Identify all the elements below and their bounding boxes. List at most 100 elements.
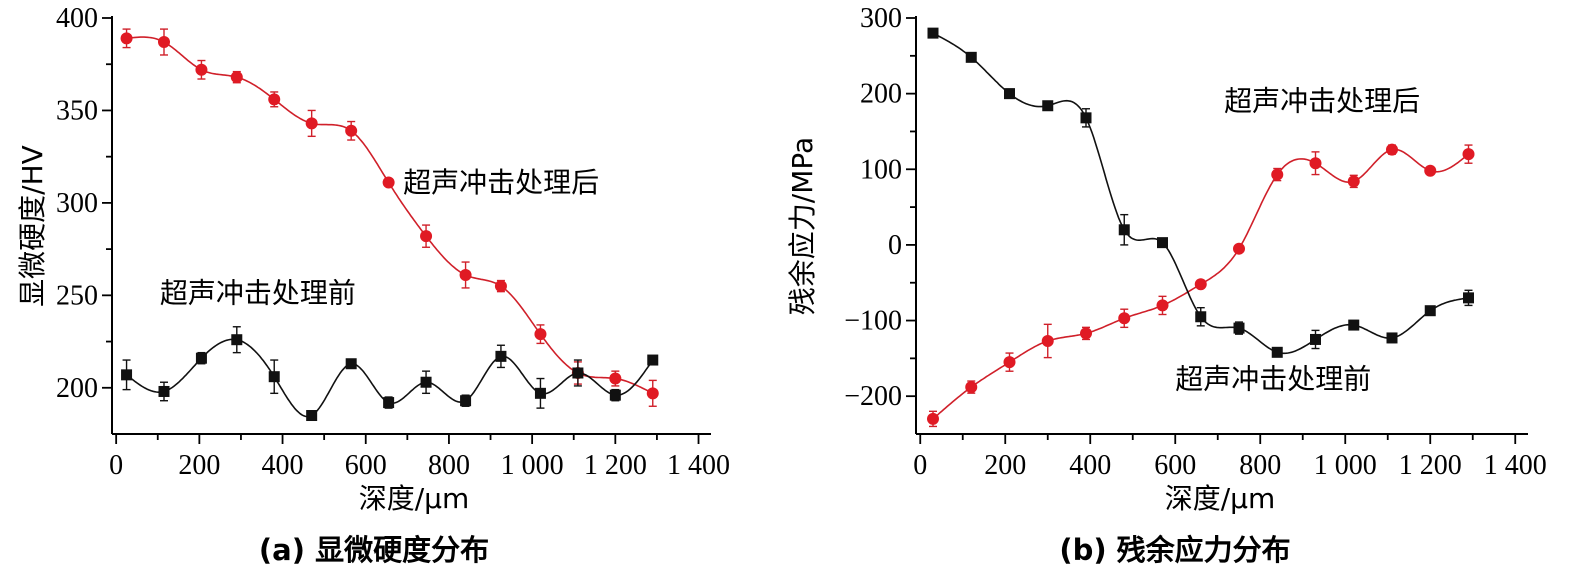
data-point (646, 387, 659, 400)
data-point (1386, 332, 1398, 344)
y-tick-label: 200 (56, 373, 98, 404)
x-tick-label: 1 000 (1314, 450, 1377, 481)
x-tick-label: 400 (1069, 450, 1111, 481)
series-annotation: 超声冲击处理前 (160, 277, 356, 310)
data-point (1386, 143, 1398, 156)
data-point (1194, 278, 1207, 291)
y-tick-label: −100 (844, 306, 902, 337)
data-point (647, 354, 659, 366)
data-point (927, 412, 939, 425)
data-point (345, 358, 357, 370)
y-axis-title: 显微硬度/HV (16, 145, 49, 307)
data-point (1348, 319, 1360, 331)
data-point (230, 71, 243, 84)
data-point (420, 376, 432, 388)
data-point (1118, 312, 1131, 325)
data-point (1156, 299, 1169, 312)
data-point (534, 328, 547, 341)
data-point (305, 117, 318, 130)
data-point (158, 385, 170, 397)
series-annotation: 超声冲击处理后 (403, 166, 599, 199)
data-point (534, 387, 546, 399)
data-point (382, 176, 395, 189)
data-point (1003, 356, 1016, 369)
data-point (572, 367, 584, 379)
data-point (1310, 333, 1321, 345)
x-tick-label: 1 400 (1484, 450, 1547, 481)
data-point (306, 410, 318, 422)
data-point (268, 93, 281, 106)
x-tick-label: 0 (109, 450, 123, 481)
data-point (459, 268, 472, 281)
series-after-treatment (927, 143, 1475, 428)
x-axis-title: 深度/μm (359, 482, 470, 515)
data-point (1462, 148, 1475, 161)
panel-caption: (a) 显微硬度分布 (259, 533, 489, 567)
data-point (195, 63, 208, 76)
data-point (383, 397, 395, 409)
data-point (121, 369, 133, 381)
series-annotation: 超声冲击处理后 (1224, 84, 1420, 117)
data-point (345, 124, 358, 137)
y-tick-label: 400 (56, 3, 98, 34)
x-tick-label: 400 (262, 450, 304, 481)
chart-panel-a: 0 200 400 600 800 1 000 1 200 1 400 200 250 300 350… (16, 3, 730, 567)
data-point (1424, 164, 1437, 177)
x-tick-label: 200 (984, 450, 1026, 481)
data-point (609, 372, 622, 385)
y-tick-label: 250 (56, 280, 98, 311)
x-tick-label: 800 (428, 450, 470, 481)
y-tick-label: 0 (888, 230, 902, 261)
data-point (1004, 88, 1015, 100)
data-point (1463, 292, 1474, 304)
x-tick-label: 200 (178, 450, 220, 481)
y-tick-label: 300 (860, 3, 902, 34)
y-axis-title: 残余应力/MPa (786, 137, 819, 315)
x-tick-label: 1 200 (584, 450, 647, 481)
data-point (1271, 168, 1284, 181)
data-point (460, 395, 472, 407)
x-tick-label: 800 (1239, 450, 1281, 481)
x-tick-label: 1 000 (501, 450, 564, 481)
data-point (1233, 242, 1245, 255)
x-tick-label: 600 (345, 450, 387, 481)
data-point (965, 51, 977, 63)
data-point (1347, 175, 1360, 188)
y-tick-label: 300 (56, 188, 98, 219)
x-tick-label: 1 200 (1399, 450, 1462, 481)
data-point (1118, 224, 1130, 236)
y-tick-label: 350 (56, 95, 98, 126)
data-point (927, 27, 939, 39)
y-tick-label: −200 (844, 381, 902, 412)
series-curve (932, 32, 1469, 355)
x-tick-label: 1 400 (667, 450, 730, 481)
data-point (1309, 157, 1322, 170)
data-point (195, 352, 207, 364)
data-point (495, 350, 507, 362)
data-point (1080, 112, 1092, 124)
data-point (231, 334, 243, 346)
panel-caption: (b) 残余应力分布 (1059, 533, 1290, 567)
data-point (1195, 311, 1207, 323)
chart-panel-b: 0 200 400 600 800 1 000 1 200 1 400−200−1000100… (786, 3, 1547, 567)
data-point (1080, 327, 1092, 340)
data-point (120, 32, 133, 45)
data-point (1271, 346, 1283, 358)
series-curve (126, 36, 654, 395)
x-axis-title: 深度/μm (1165, 482, 1276, 515)
series-annotation: 超声冲击处理前 (1175, 363, 1371, 396)
data-point (157, 36, 170, 49)
x-tick-label: 0 (913, 450, 927, 481)
data-point (268, 371, 280, 383)
series-before-treatment (927, 27, 1474, 358)
data-point (965, 381, 978, 394)
y-tick-label: 100 (860, 154, 902, 185)
series-after-treatment (120, 28, 659, 407)
data-point (494, 280, 507, 293)
data-point (1157, 237, 1168, 249)
data-point (1042, 100, 1054, 112)
x-tick-label: 600 (1154, 450, 1196, 481)
data-point (1424, 305, 1436, 317)
data-point (609, 389, 621, 401)
